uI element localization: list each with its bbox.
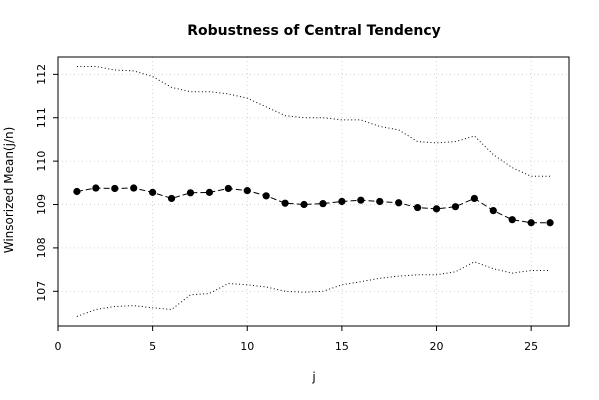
data-point	[546, 219, 554, 227]
x-tick-label: 10	[240, 340, 254, 353]
data-point	[357, 196, 365, 204]
y-axis-label: Winsorized Mean(j/n)	[2, 127, 16, 254]
data-point	[149, 188, 157, 196]
x-tick-label: 0	[55, 340, 62, 353]
data-point	[130, 184, 138, 192]
x-axis: 0 5 10 15 20 25	[55, 326, 538, 353]
data-point	[262, 192, 270, 200]
x-tick-label: 15	[335, 340, 349, 353]
data-point	[413, 203, 422, 212]
data-point	[300, 200, 308, 209]
data-point	[243, 187, 251, 195]
data-point	[92, 184, 100, 192]
data-point	[451, 203, 460, 211]
data-point	[338, 197, 346, 206]
data-point	[489, 206, 497, 215]
data-point	[432, 205, 441, 213]
plot-frame	[57, 56, 570, 327]
y-tick-label: 110	[35, 151, 48, 172]
data-point	[395, 199, 403, 207]
x-tick-label: 5	[149, 340, 156, 353]
y-tick-label: 112	[35, 64, 48, 85]
x-tick-label: 25	[524, 340, 538, 353]
y-tick-label: 111	[35, 107, 48, 128]
y-tick-label: 107	[35, 281, 48, 302]
data-point	[111, 184, 119, 193]
data-point	[281, 199, 289, 207]
data-point	[167, 194, 176, 203]
x-tick-label: 20	[430, 340, 444, 353]
data-point	[224, 184, 232, 193]
series-line-mean	[76, 187, 551, 224]
x-axis-label: j	[311, 370, 315, 384]
data-point	[376, 197, 384, 206]
y-tick-label: 109	[35, 194, 48, 215]
y-tick-label: 108	[35, 237, 48, 258]
plot-series	[73, 66, 554, 317]
data-point	[527, 219, 535, 227]
series-line-lower	[76, 261, 551, 317]
data-point	[73, 187, 81, 196]
chart-title: Robustness of Central Tendency	[187, 23, 441, 39]
series-line-upper	[76, 66, 551, 177]
data-point	[508, 216, 516, 224]
y-axis: 107 108 109 110 111 112	[35, 64, 58, 302]
data-point	[470, 194, 478, 203]
data-point	[205, 188, 214, 196]
data-point	[319, 200, 327, 208]
data-point	[186, 189, 195, 197]
